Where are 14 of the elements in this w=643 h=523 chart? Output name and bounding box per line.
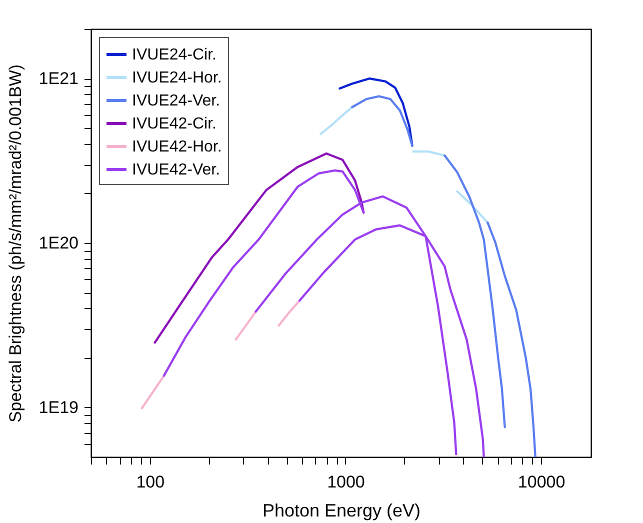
x-tick-label: 1000 xyxy=(327,472,365,492)
legend-label: IVUE42-Hor. xyxy=(132,138,222,156)
y-tick-label: 1E20 xyxy=(38,234,78,252)
x-tick-label: 100 xyxy=(136,472,165,492)
y-tick-label: 1E19 xyxy=(38,398,78,417)
legend-label: IVUE24-Ver. xyxy=(132,92,220,110)
legend-label: IVUE24-Hor. xyxy=(132,70,222,86)
x-tick-label: 10000 xyxy=(518,472,566,492)
legend-label: IVUE42-Ver. xyxy=(132,162,220,178)
legend-label: IVUE42-Cir. xyxy=(132,116,216,132)
x-axis-title: Photon Energy (eV) xyxy=(262,500,421,520)
legend-label: IVUE24-Cir. xyxy=(132,46,216,64)
y-tick-label: 1E21 xyxy=(38,69,78,88)
y-axis-title: Spectral Brightness (ph/s/mm²/mrad²/0.001BW) xyxy=(6,64,25,423)
